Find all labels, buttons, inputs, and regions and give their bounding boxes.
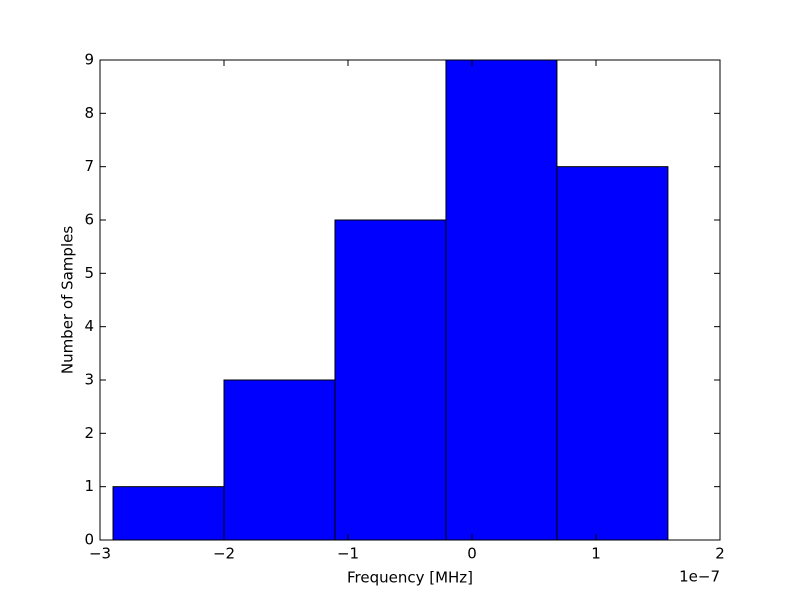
x-axis-label: Frequency [MHz] xyxy=(347,569,473,587)
y-tick-label: 8 xyxy=(84,104,94,122)
x-tick-label: −3 xyxy=(89,545,111,563)
y-tick-label: 9 xyxy=(84,51,94,69)
x-offset-label: 1e−7 xyxy=(679,568,720,586)
y-tick-label: 0 xyxy=(84,531,94,549)
y-tick-label: 3 xyxy=(84,371,94,389)
bar xyxy=(556,166,669,541)
y-tick-label: 7 xyxy=(84,157,94,175)
x-tick-label: −1 xyxy=(337,545,359,563)
bar xyxy=(112,486,225,541)
axes-frame xyxy=(99,59,721,541)
x-tick-label: 1 xyxy=(591,545,601,563)
bar xyxy=(223,379,336,541)
plot-area xyxy=(112,59,669,541)
y-tick-label: 6 xyxy=(84,211,94,229)
y-tick-label: 4 xyxy=(84,317,94,335)
x-tick-label: 0 xyxy=(467,545,477,563)
x-tick-label: −2 xyxy=(213,545,235,563)
bar xyxy=(445,59,558,541)
x-tick-label: 2 xyxy=(715,545,725,563)
y-axis-label: Number of Samples xyxy=(59,226,77,374)
y-tick-label: 5 xyxy=(84,264,94,282)
y-tick-label: 1 xyxy=(84,477,94,495)
bar xyxy=(334,219,447,541)
y-tick-label: 2 xyxy=(84,424,94,442)
